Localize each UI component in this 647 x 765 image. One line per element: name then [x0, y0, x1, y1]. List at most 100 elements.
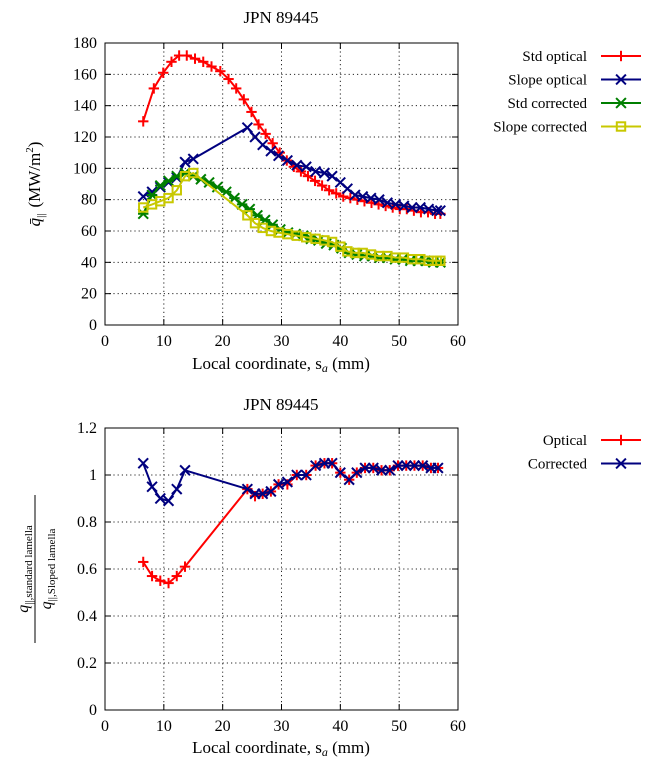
chart-title: JPN 89445: [243, 395, 318, 414]
data-point: [272, 150, 285, 162]
x-tick-label: 30: [274, 333, 290, 350]
data-point: [246, 106, 257, 118]
x-tick-label: 10: [156, 333, 172, 350]
data-point: [326, 170, 338, 182]
data-point: [310, 459, 322, 472]
data-point: [148, 83, 160, 94]
legend-item-std-optical: Std optical: [522, 49, 641, 65]
data-point: [281, 476, 293, 488]
data-point: [291, 469, 303, 481]
legend-swatch-marker: [615, 121, 627, 132]
data-point: [331, 188, 342, 199]
data-point: [432, 462, 444, 474]
data-point: [373, 194, 385, 206]
data-point: [155, 575, 166, 586]
svg-text:q||,Sloped lamella: q||,Sloped lamella: [38, 528, 58, 609]
axis-ticks: 0 10 20 30 40 50 60 0 0.2 0.4 0.6 0.8 1 1.2: [77, 420, 466, 735]
data-point: [166, 56, 177, 67]
legend-item-slope-corrected: Slope corrected: [493, 120, 641, 136]
data-point: [163, 192, 174, 204]
y-tick-label: 60: [81, 223, 97, 240]
data-point: [154, 492, 166, 505]
data-point: [351, 467, 363, 479]
y-tick-label: 180: [73, 35, 97, 52]
x-axis-label: Local coordinate, sa (mm): [192, 354, 370, 375]
series-line: [142, 54, 441, 215]
data-point: [242, 210, 253, 221]
y-tick-label: 140: [73, 98, 97, 115]
data-point: [282, 228, 293, 240]
data-point: [408, 459, 421, 472]
data-point: [146, 481, 158, 493]
svg-text:q||,standard lamella: q||,standard lamella: [15, 525, 35, 613]
data-point: [138, 116, 149, 127]
data-point: [425, 462, 437, 474]
series-corrected: [137, 457, 444, 507]
x-tick-label: 60: [450, 333, 466, 350]
data-point: [171, 170, 183, 182]
plot-frame: [104, 427, 459, 711]
data-point: [318, 457, 331, 469]
legend-label: Slope corrected: [493, 120, 587, 136]
data-point: [253, 119, 264, 130]
series-std-optical: [138, 50, 446, 219]
legend-label: Optical: [543, 433, 587, 449]
data-point: [181, 50, 192, 61]
data-point: [406, 201, 418, 214]
axis-ticks: 0 10 20 30 40 50 60 0 20 40 60 80 100 120 140 160 180: [73, 35, 466, 350]
y-tick-label: 100: [73, 160, 97, 177]
legend-label: Slope optical: [508, 73, 587, 89]
data-point: [162, 495, 175, 507]
data-point: [359, 462, 371, 474]
data-point: [318, 167, 331, 179]
data-point: [137, 190, 149, 203]
data-point: [257, 139, 269, 151]
data-point: [241, 121, 253, 134]
data-point: [310, 165, 322, 178]
data-point: [137, 457, 149, 469]
data-point: [206, 61, 217, 72]
data-point: [179, 561, 191, 572]
data-point: [435, 255, 446, 266]
legend: Std optical Slope optical Std corrected Slo…: [493, 49, 641, 136]
data-point: [326, 457, 338, 469]
data-point: [431, 205, 443, 217]
legend-swatch-marker: [615, 73, 627, 86]
data-point: [138, 556, 149, 568]
data-point: [334, 467, 346, 479]
legend-item-corrected: Corrected: [528, 457, 641, 473]
data-point: [249, 488, 261, 500]
data-point: [198, 56, 209, 67]
chart-heat-flux: JPN 89445 0 10 20 30 40 50 60 0 20 40 60 80 100 120 14…: [24, 8, 641, 375]
data-point: [392, 459, 404, 472]
series-std-corrected: [137, 167, 446, 268]
data-point: [272, 478, 285, 491]
y-tick-label: 40: [81, 254, 97, 271]
y-tick-label: 20: [81, 286, 97, 303]
legend-item-optical: Optical: [543, 433, 641, 449]
legend-item-std-corrected: Std corrected: [507, 96, 641, 112]
data-point: [171, 185, 182, 196]
data-point: [230, 83, 242, 94]
data-point: [223, 73, 234, 85]
data-point: [400, 459, 412, 472]
x-tick-label: 40: [332, 718, 348, 735]
y-tick-label: 0.2: [77, 655, 97, 672]
chart-ratio: JPN 89445 0 10 20 30 40 50 60 0 0.2 0.4 0.6 0.8 1 1.2…: [15, 395, 641, 759]
legend-swatch-marker: [615, 97, 627, 109]
y-tick-label: 1.2: [77, 420, 97, 437]
data-point: [187, 153, 199, 165]
data-point: [162, 175, 175, 187]
x-axis-label: Local coordinate, sa (mm): [192, 738, 370, 759]
series-line: [142, 462, 438, 585]
x-tick-label: 20: [215, 718, 231, 735]
y-tick-label: 120: [73, 129, 97, 146]
data-point: [265, 145, 277, 157]
data-point: [323, 185, 335, 196]
data-point: [300, 469, 312, 481]
data-point: [257, 488, 269, 500]
legend-label: Corrected: [528, 457, 588, 473]
data-point: [189, 53, 201, 64]
y-tick-label: 1: [89, 467, 97, 484]
